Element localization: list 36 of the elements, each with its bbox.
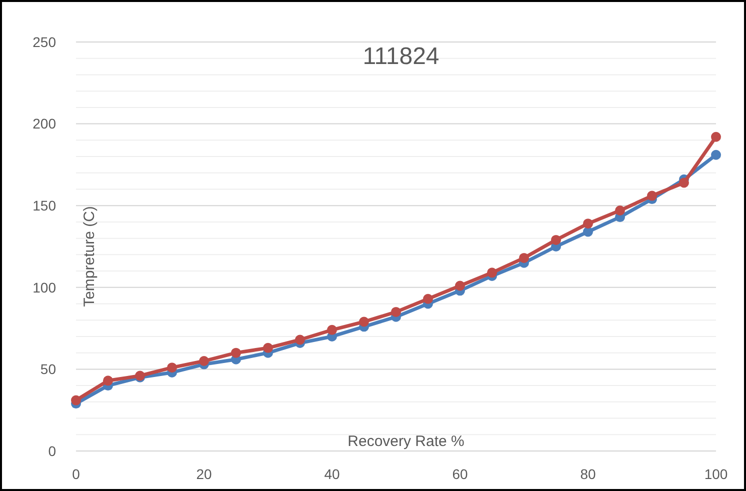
point bbox=[71, 395, 81, 406]
point bbox=[711, 150, 721, 160]
point bbox=[679, 178, 689, 188]
x-axis-title: Recovery Rate % bbox=[348, 433, 464, 450]
y-tick-label: 250 bbox=[32, 34, 56, 50]
point bbox=[583, 218, 593, 229]
point bbox=[647, 190, 657, 201]
y-tick-label: 50 bbox=[40, 361, 56, 378]
point bbox=[615, 206, 625, 216]
point bbox=[487, 268, 497, 278]
point bbox=[711, 132, 721, 142]
y-tick-label: 100 bbox=[32, 279, 56, 296]
point bbox=[103, 376, 113, 386]
point bbox=[199, 356, 209, 366]
x-tick-label: 80 bbox=[580, 466, 596, 482]
point bbox=[231, 348, 241, 358]
point bbox=[263, 342, 273, 353]
x-tick-label: 20 bbox=[196, 466, 212, 482]
y-tick-label: 0 bbox=[48, 442, 56, 459]
x-tick-label: 40 bbox=[324, 466, 340, 482]
x-tick-label: 60 bbox=[452, 466, 468, 482]
point bbox=[295, 334, 305, 345]
point bbox=[519, 252, 529, 263]
point bbox=[327, 324, 337, 335]
point bbox=[359, 316, 369, 327]
x-tick-label: 0 bbox=[72, 466, 80, 482]
point bbox=[455, 280, 465, 291]
x-tick-label: 100 bbox=[704, 466, 728, 482]
point bbox=[167, 362, 177, 373]
chart-title: 111824 bbox=[362, 43, 440, 70]
y-tick-label: 150 bbox=[32, 198, 56, 214]
point bbox=[551, 234, 561, 245]
y-tick-label: 200 bbox=[32, 116, 56, 132]
point bbox=[391, 306, 401, 317]
y-axis-title: Tempreture (C) bbox=[81, 206, 98, 307]
point bbox=[423, 294, 433, 304]
